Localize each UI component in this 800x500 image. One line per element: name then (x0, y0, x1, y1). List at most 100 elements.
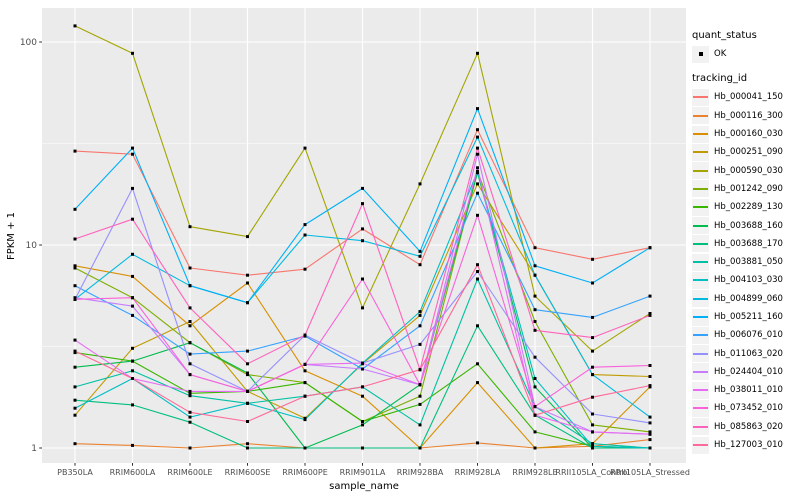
data-point (591, 373, 594, 377)
data-point (476, 277, 479, 281)
data-point (131, 304, 134, 308)
legend-item-Hb_038011_010: Hb_038011_010 (692, 381, 798, 399)
data-point (131, 377, 134, 380)
data-point (591, 444, 594, 448)
data-point (476, 107, 479, 111)
data-point (303, 146, 307, 150)
data-point (648, 430, 652, 434)
legend-title-tracking-id: tracking_id (692, 73, 748, 85)
legend-label: Hb_002289_130 (714, 202, 783, 213)
legend-label: Hb_000116_300 (714, 110, 783, 121)
legend-key-line-icon (692, 271, 709, 289)
legend-label: Hb_085863_020 (714, 421, 783, 432)
y-tick-label: 10 (26, 241, 38, 251)
legend-item-Hb_073452_010: Hb_073452_010 (692, 399, 798, 417)
legend-item-quant-ok: OK (692, 45, 798, 63)
data-point (418, 368, 422, 372)
data-point (188, 391, 192, 395)
legend-key-line-icon (692, 162, 709, 180)
data-point (73, 406, 77, 410)
data-point (418, 310, 422, 314)
legend-label: Hb_001242_090 (714, 183, 783, 194)
data-point (648, 312, 652, 315)
legend-item-Hb_004899_060: Hb_004899_060 (692, 290, 798, 308)
data-point (533, 264, 537, 268)
data-point (131, 217, 134, 221)
data-point (418, 254, 422, 258)
data-point (476, 51, 479, 55)
data-point (361, 367, 364, 371)
x-tick-label: RRIM600LA (110, 468, 156, 477)
data-point (591, 442, 594, 446)
data-point (591, 315, 594, 319)
legend-item-Hb_127003_010: Hb_127003_010 (692, 436, 798, 454)
legend-key-line-icon (692, 308, 709, 326)
legend-key-line-icon (692, 345, 709, 363)
data-point (361, 239, 364, 243)
data-point (476, 362, 479, 366)
data-point (73, 149, 77, 153)
data-point (648, 432, 652, 436)
data-point (648, 438, 652, 442)
legend-item-Hb_002289_130: Hb_002289_130 (692, 198, 798, 216)
data-point (131, 51, 134, 55)
legend-item-Hb_000160_030: Hb_000160_030 (692, 125, 798, 143)
legend-key-line-icon (692, 381, 709, 399)
data-point (361, 186, 364, 190)
x-axis-title: sample_name (329, 481, 399, 492)
legend-label: Hb_000251_090 (714, 147, 783, 158)
legend-item-Hb_003688_170: Hb_003688_170 (692, 235, 798, 253)
data-point (648, 384, 652, 388)
data-point (131, 403, 134, 407)
data-point (131, 152, 134, 156)
data-point (246, 446, 249, 450)
data-point (533, 320, 537, 323)
data-point (303, 333, 307, 337)
data-point (476, 135, 479, 139)
data-point (533, 355, 537, 359)
data-point (73, 349, 77, 353)
data-point (361, 394, 364, 398)
data-point (418, 263, 422, 267)
data-point (73, 413, 77, 417)
legend-key-line-icon (692, 436, 709, 454)
data-point (188, 446, 192, 450)
data-point (533, 308, 537, 312)
data-point (476, 213, 479, 217)
data-point (533, 446, 537, 450)
legend-item-Hb_011063_020: Hb_011063_020 (692, 344, 798, 363)
data-point (476, 381, 479, 385)
data-point (73, 365, 77, 369)
data-point (131, 186, 134, 190)
y-tick-label: 1 (31, 444, 37, 454)
data-point (188, 284, 192, 288)
data-point (303, 446, 307, 450)
legend-item-Hb_006076_010: Hb_006076_010 (692, 326, 798, 344)
data-point (246, 420, 249, 423)
data-point (418, 249, 422, 253)
data-point (131, 359, 134, 363)
legend-key-line-icon (692, 399, 709, 417)
data-point (591, 281, 594, 285)
legend-tracking-items: Hb_000041_150 Hb_000116_300 Hb_000160_030 H… (692, 88, 798, 454)
data-point (246, 362, 249, 366)
data-point (246, 349, 249, 353)
data-point (73, 266, 77, 270)
data-point (188, 306, 192, 310)
legend-label: Hb_073452_010 (714, 403, 783, 414)
data-point (591, 395, 594, 399)
data-point (303, 223, 307, 227)
legend-key-line-icon (692, 198, 709, 216)
data-point (591, 446, 594, 450)
data-point (131, 146, 134, 150)
legend-label: Hb_003688_170 (714, 238, 783, 249)
data-point (418, 446, 422, 450)
data-point (591, 423, 594, 427)
x-tick-label: RRIM901LA (340, 468, 386, 477)
legend-label: Hb_024404_010 (714, 366, 783, 377)
legend-item-Hb_003881_050: Hb_003881_050 (692, 253, 798, 271)
data-point (303, 369, 307, 373)
data-point (533, 430, 537, 434)
legend-key-line-icon (692, 326, 709, 344)
